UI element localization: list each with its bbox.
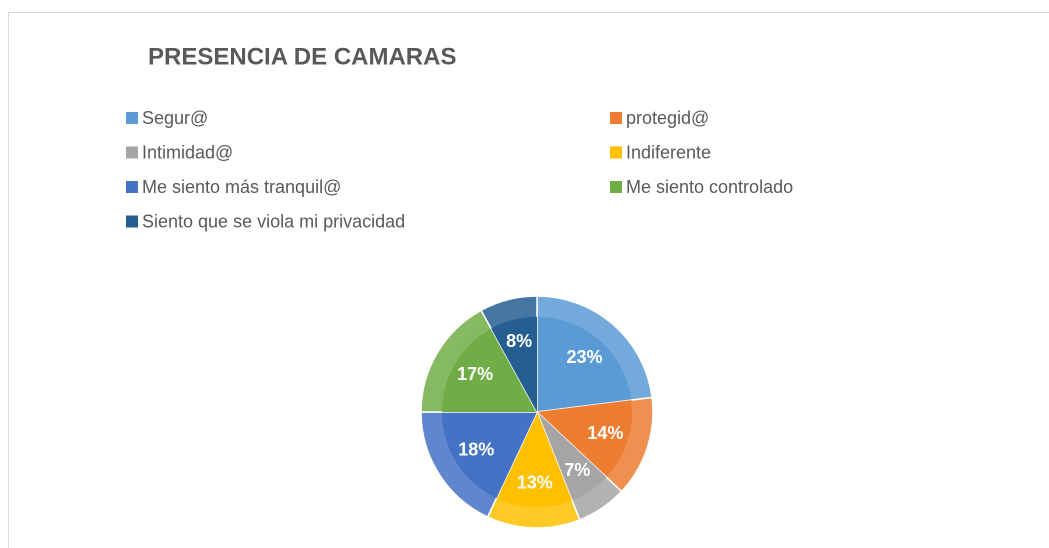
legend-label: Me siento controlado [626,177,793,197]
data-label: 17% [457,364,493,384]
data-label: 14% [587,423,623,443]
pie-slice-inner [491,316,537,412]
legend-label: Siento que se viola mi privacidad [142,211,405,231]
legend-label: Intimidad@ [142,142,233,162]
data-label: 13% [517,473,553,493]
pie-slice-inner [441,328,537,412]
legend-label: protegid@ [626,108,709,128]
data-label: 23% [567,347,603,367]
pie-slice-inner [537,316,632,412]
legend-swatch [126,215,138,228]
legend-swatch [610,146,622,159]
pie-slice-inner [537,412,607,501]
legend-swatch [610,112,622,124]
legend-swatch [610,181,622,193]
legend-label: Me siento más tranquil@ [142,177,341,197]
pie-slice-inner [496,412,573,508]
pie-slice-inner [537,400,633,478]
data-label: 7% [564,460,590,480]
legend-swatch [126,146,138,159]
pie-slice-inner [441,412,537,499]
legend-swatch [126,181,138,193]
chart-title: PRESENCIA DE CAMARAS [148,43,456,70]
legend-label: Segur@ [142,108,208,128]
data-label: 8% [506,331,532,351]
legend-swatch [126,112,138,124]
legend-label: Indiferente [626,142,711,162]
data-label: 18% [458,439,494,459]
